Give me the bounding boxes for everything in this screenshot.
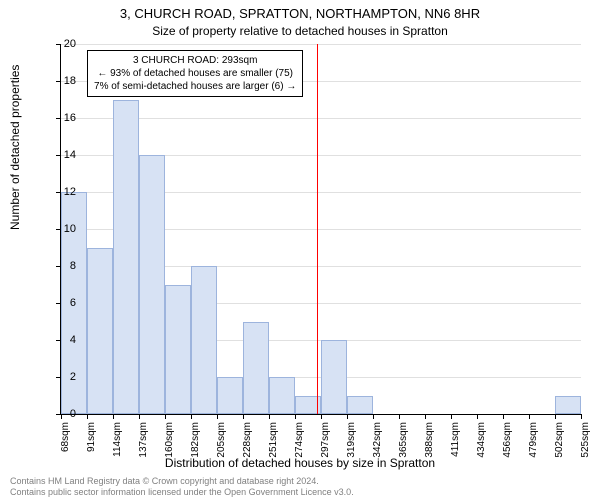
chart-title-sub: Size of property relative to detached ho… <box>0 24 600 38</box>
histogram-bar <box>555 396 581 415</box>
y-tick-label: 6 <box>46 297 76 309</box>
footer-line-1: Contains HM Land Registry data © Crown c… <box>10 476 354 487</box>
x-tick-mark <box>87 414 88 419</box>
histogram-bar <box>243 322 269 415</box>
x-tick-mark <box>269 414 270 419</box>
histogram-bar <box>269 377 295 414</box>
histogram-bar <box>347 396 373 415</box>
y-tick-label: 4 <box>46 334 76 346</box>
footer-line-2: Contains public sector information licen… <box>10 487 354 498</box>
y-tick-label: 8 <box>46 260 76 272</box>
x-tick-mark <box>295 414 296 419</box>
x-tick-mark <box>165 414 166 419</box>
histogram-chart: 3, CHURCH ROAD, SPRATTON, NORTHAMPTON, N… <box>0 0 600 500</box>
y-tick-label: 16 <box>46 112 76 124</box>
y-tick-label: 18 <box>46 75 76 87</box>
x-tick-mark <box>139 414 140 419</box>
histogram-bar <box>87 248 113 415</box>
y-axis-label: Number of detached properties <box>8 65 22 230</box>
annotation-line-3: 7% of semi-detached houses are larger (6… <box>94 80 296 93</box>
histogram-bar <box>139 155 165 414</box>
x-tick-mark <box>347 414 348 419</box>
chart-title-main: 3, CHURCH ROAD, SPRATTON, NORTHAMPTON, N… <box>0 6 600 21</box>
histogram-bar <box>113 100 139 415</box>
x-tick-mark <box>529 414 530 419</box>
x-axis-label: Distribution of detached houses by size … <box>0 456 600 470</box>
histogram-bar <box>191 266 217 414</box>
x-tick-mark <box>113 414 114 419</box>
histogram-bar <box>321 340 347 414</box>
y-tick-label: 20 <box>46 38 76 50</box>
x-tick-mark <box>243 414 244 419</box>
x-tick-mark <box>503 414 504 419</box>
x-tick-mark <box>581 414 582 419</box>
y-tick-label: 10 <box>46 223 76 235</box>
y-tick-label: 2 <box>46 371 76 383</box>
annotation-line-2: ← 93% of detached houses are smaller (75… <box>94 67 296 80</box>
grid-line <box>61 44 581 45</box>
x-tick-mark <box>399 414 400 419</box>
x-tick-mark <box>425 414 426 419</box>
x-tick-mark <box>555 414 556 419</box>
plot-area: 3 CHURCH ROAD: 293sqm ← 93% of detached … <box>60 44 581 415</box>
histogram-bar <box>217 377 243 414</box>
y-tick-label: 12 <box>46 186 76 198</box>
annotation-box: 3 CHURCH ROAD: 293sqm ← 93% of detached … <box>87 50 303 97</box>
x-tick-mark <box>451 414 452 419</box>
x-tick-mark <box>217 414 218 419</box>
x-tick-mark <box>373 414 374 419</box>
x-tick-mark <box>477 414 478 419</box>
x-tick-mark <box>191 414 192 419</box>
footer-attribution: Contains HM Land Registry data © Crown c… <box>10 476 354 498</box>
y-tick-label: 0 <box>46 408 76 420</box>
x-tick-mark <box>321 414 322 419</box>
reference-line <box>317 44 318 414</box>
histogram-bar <box>165 285 191 415</box>
annotation-line-1: 3 CHURCH ROAD: 293sqm <box>94 54 296 67</box>
y-tick-label: 14 <box>46 149 76 161</box>
grid-line <box>61 118 581 119</box>
